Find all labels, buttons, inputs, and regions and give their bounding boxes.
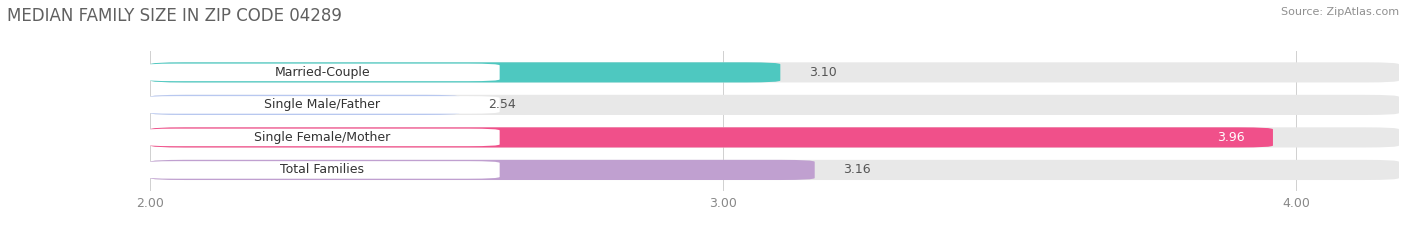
FancyBboxPatch shape bbox=[150, 95, 1399, 115]
FancyBboxPatch shape bbox=[150, 62, 1399, 82]
Text: MEDIAN FAMILY SIZE IN ZIP CODE 04289: MEDIAN FAMILY SIZE IN ZIP CODE 04289 bbox=[7, 7, 342, 25]
FancyBboxPatch shape bbox=[145, 64, 499, 81]
Text: Married-Couple: Married-Couple bbox=[274, 66, 370, 79]
Text: 3.96: 3.96 bbox=[1216, 131, 1244, 144]
FancyBboxPatch shape bbox=[150, 160, 814, 180]
FancyBboxPatch shape bbox=[150, 62, 780, 82]
FancyBboxPatch shape bbox=[150, 160, 1399, 180]
FancyBboxPatch shape bbox=[145, 161, 499, 179]
Text: Source: ZipAtlas.com: Source: ZipAtlas.com bbox=[1281, 7, 1399, 17]
Text: Total Families: Total Families bbox=[280, 163, 364, 176]
FancyBboxPatch shape bbox=[150, 95, 460, 115]
Text: Single Female/Mother: Single Female/Mother bbox=[254, 131, 391, 144]
Text: 2.54: 2.54 bbox=[488, 98, 516, 111]
Text: 3.16: 3.16 bbox=[844, 163, 870, 176]
Text: Single Male/Father: Single Male/Father bbox=[264, 98, 380, 111]
FancyBboxPatch shape bbox=[145, 129, 499, 146]
Text: 3.10: 3.10 bbox=[808, 66, 837, 79]
FancyBboxPatch shape bbox=[150, 127, 1272, 147]
FancyBboxPatch shape bbox=[145, 96, 499, 114]
FancyBboxPatch shape bbox=[150, 127, 1399, 147]
